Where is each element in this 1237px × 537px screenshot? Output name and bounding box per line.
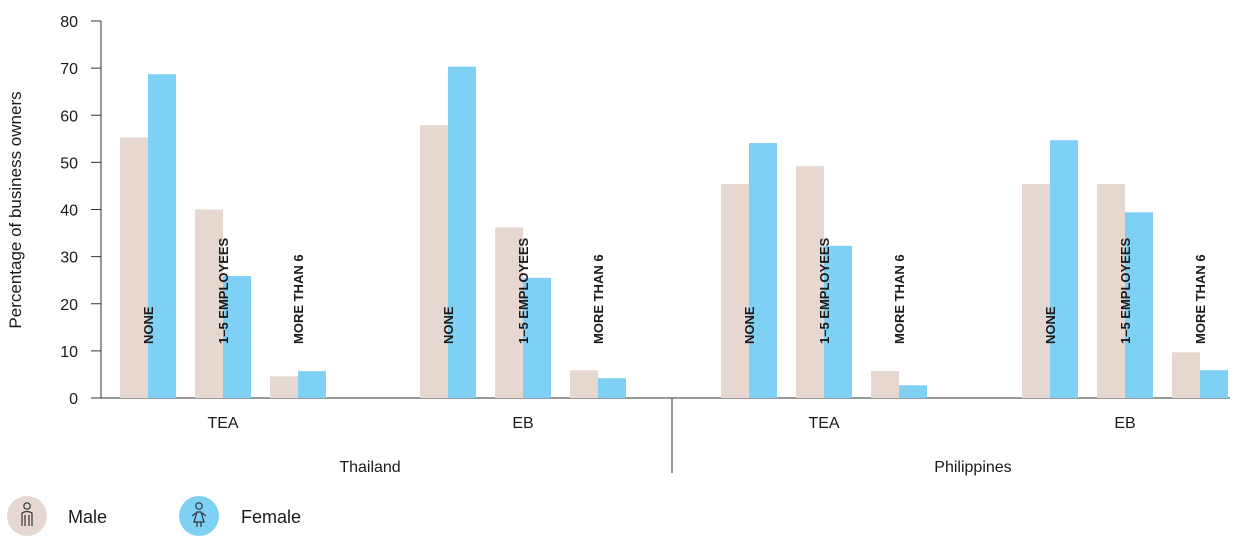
bar-male [270,376,298,398]
bar-male [1172,352,1200,398]
bar-male [420,125,448,399]
male-person-icon-head [23,502,31,510]
female-person-icon [191,502,207,527]
bar-female [749,143,777,398]
group-label: TEA [207,415,238,432]
y-tick-label: 20 [60,297,78,314]
y-tick-label: 0 [69,391,78,408]
y-axis-title: Percentage of business owners [6,91,25,328]
bar-male [1097,184,1125,398]
female-person-icon-body [191,511,207,527]
bar-male [796,166,824,398]
y-tick-label: 10 [60,344,78,361]
legend-label: Female [241,507,301,527]
y-tick-label: 40 [60,203,78,220]
bar-female [148,74,176,398]
category-label: MORE THAN 6 [591,254,606,344]
category-label: 1–5 EMPLOYEES [516,237,531,344]
category-label: 1–5 EMPLOYEES [817,237,832,344]
category-label: NONE [742,306,757,344]
male-person-icon [21,502,33,526]
category-label: NONE [141,306,156,344]
category-label: MORE THAN 6 [291,254,306,344]
bar-female [1200,370,1228,398]
bar-male [871,371,899,398]
category-label: NONE [1043,306,1058,344]
category-label: 1–5 EMPLOYEES [216,237,231,344]
y-tick-label: 70 [60,61,78,78]
bar-male [570,370,598,398]
female-person-icon-head [195,502,203,510]
category-label: MORE THAN 6 [1193,254,1208,344]
category-label: NONE [441,306,456,344]
legend-swatch [7,496,47,536]
group-label: EB [1114,415,1135,432]
bar-female [523,277,551,398]
bar-female [824,245,852,398]
bar-female [1125,212,1153,398]
legend-swatch [179,496,219,536]
category-label: 1–5 EMPLOYEES [1118,237,1133,344]
bar-female [1050,140,1078,398]
y-tick-label: 60 [60,108,78,125]
bar-male [195,209,223,398]
bar-female [298,371,326,398]
y-tick-label: 30 [60,250,78,267]
bar-female [223,275,251,398]
bar-male [495,227,523,398]
legend-item-female: Female [179,496,301,536]
legend-item-male: Male [7,496,107,536]
country-label: Philippines [934,459,1011,476]
male-person-icon-body [21,510,33,526]
y-tick-label: 50 [60,155,78,172]
category-label: MORE THAN 6 [892,254,907,344]
bar-male [120,137,148,398]
bar-female [448,66,476,399]
bar-male [721,184,749,398]
group-label: TEA [808,415,839,432]
group-label: EB [512,415,533,432]
bar-female [899,385,927,398]
bar-female [598,378,626,398]
bar-male [1022,184,1050,398]
legend-label: Male [68,507,107,527]
country-label: Thailand [339,459,400,476]
y-tick-label: 80 [60,14,78,31]
